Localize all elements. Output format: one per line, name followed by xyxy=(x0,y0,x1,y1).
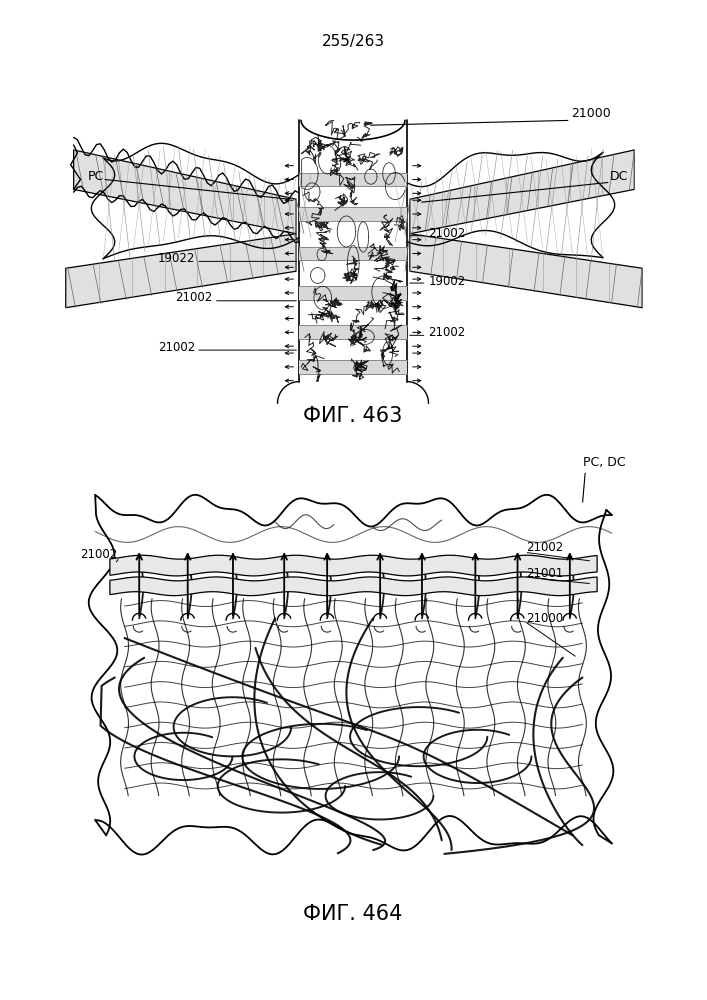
Text: 21002: 21002 xyxy=(175,291,213,304)
Bar xyxy=(299,173,407,186)
Text: PC, DC: PC, DC xyxy=(583,456,626,469)
Text: ФИГ. 464: ФИГ. 464 xyxy=(303,904,403,924)
Bar xyxy=(299,360,407,374)
Text: ФИГ. 463: ФИГ. 463 xyxy=(303,406,403,426)
Text: 21002: 21002 xyxy=(428,227,466,240)
Text: DC: DC xyxy=(610,170,629,183)
Text: PC: PC xyxy=(88,170,104,183)
Text: 21000: 21000 xyxy=(571,107,610,120)
Polygon shape xyxy=(74,150,296,234)
Text: 21000: 21000 xyxy=(527,612,563,625)
Text: 21001: 21001 xyxy=(527,567,563,580)
Text: 19002: 19002 xyxy=(428,275,466,288)
Text: 21002: 21002 xyxy=(428,326,466,339)
Bar xyxy=(299,207,407,221)
Bar xyxy=(299,247,407,260)
Polygon shape xyxy=(110,555,597,576)
Polygon shape xyxy=(66,234,296,308)
Polygon shape xyxy=(110,577,597,596)
Text: 19022: 19022 xyxy=(158,252,195,265)
Text: 21002: 21002 xyxy=(527,541,563,554)
Bar xyxy=(299,286,407,300)
Bar xyxy=(299,325,407,339)
Polygon shape xyxy=(410,150,634,234)
Text: 255/263: 255/263 xyxy=(322,34,385,49)
Text: 21002: 21002 xyxy=(158,341,195,354)
Polygon shape xyxy=(410,234,642,308)
Text: 21002: 21002 xyxy=(81,548,118,561)
